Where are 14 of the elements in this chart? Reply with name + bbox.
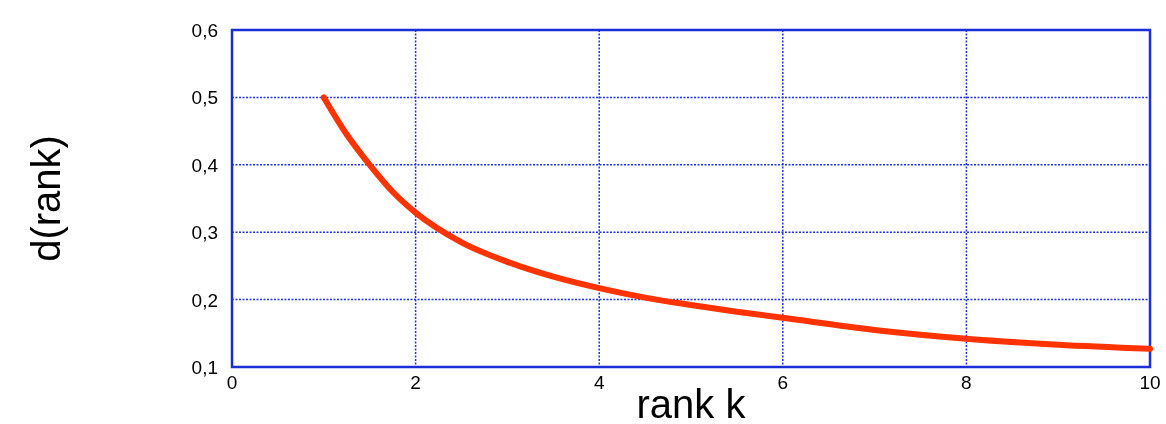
x-tick-label: 8: [961, 372, 972, 393]
y-tick-label: 0,1: [191, 357, 218, 378]
x-tick-label: 6: [777, 372, 789, 393]
y-tick-label: 0,3: [191, 222, 218, 244]
x-tick-label: 2: [410, 372, 421, 393]
y-tick-label: 0,2: [191, 289, 218, 311]
y-tick-label: 0,6: [191, 20, 218, 41]
y-tick-label: 0,4: [191, 154, 219, 176]
x-tick-label: 4: [593, 372, 605, 393]
y-tick-label: 0,5: [191, 87, 218, 109]
x-tick-label: 0: [226, 372, 238, 393]
y-axis-title: d(rank): [24, 135, 68, 262]
x-tick-label: 10: [1139, 372, 1161, 393]
x-axis-title: rank k: [636, 382, 747, 424]
